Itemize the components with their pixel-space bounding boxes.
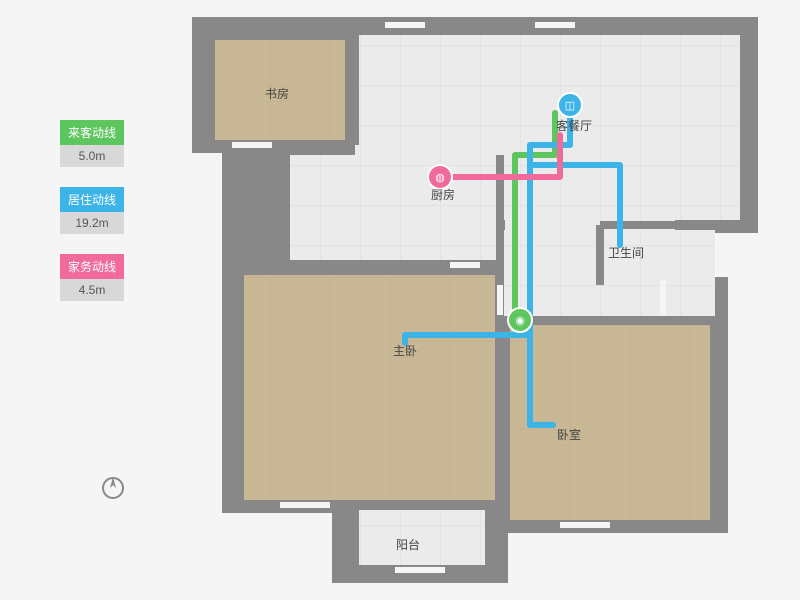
legend-item-living: 居住动线 19.2m	[60, 187, 124, 234]
legend-item-chore: 家务动线 4.5m	[60, 254, 124, 301]
legend-label: 居住动线	[60, 187, 124, 212]
legend-item-guest: 来客动线 5.0m	[60, 120, 124, 167]
room-label: 客餐厅	[556, 117, 592, 134]
svg-text:◍: ◍	[435, 172, 445, 184]
legend-label: 来客动线	[60, 120, 124, 145]
svg-text:◫: ◫	[565, 100, 575, 112]
room-label: 厨房	[431, 186, 455, 203]
room-label: 书房	[265, 85, 289, 102]
room-label: 主卧	[393, 342, 417, 359]
room-label: 卫生间	[608, 244, 644, 261]
legend: 来客动线 5.0m 居住动线 19.2m 家务动线 4.5m	[60, 120, 124, 321]
legend-label: 家务动线	[60, 254, 124, 279]
legend-value: 5.0m	[60, 145, 124, 167]
room-label: 阳台	[396, 536, 420, 553]
compass-icon	[100, 475, 126, 501]
room-label: 卧室	[557, 426, 581, 443]
legend-value: 4.5m	[60, 279, 124, 301]
legend-value: 19.2m	[60, 212, 124, 234]
svg-text:◉: ◉	[515, 315, 525, 327]
